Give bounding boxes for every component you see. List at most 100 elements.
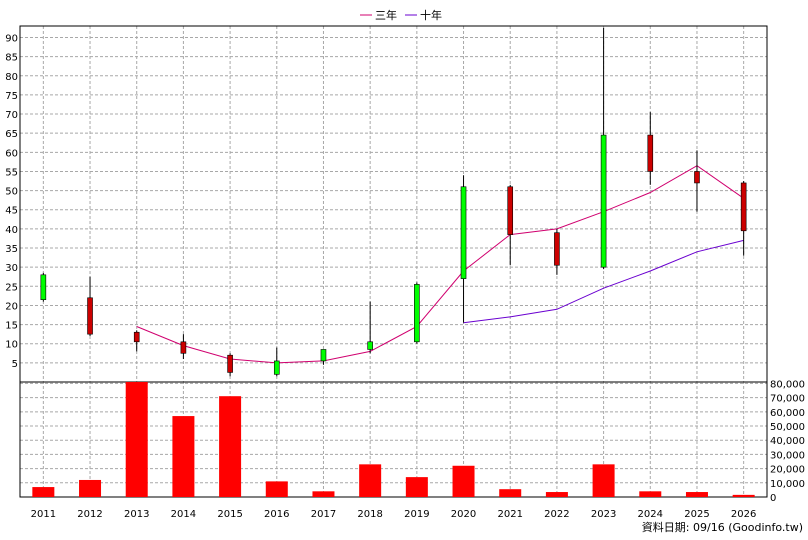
candle-body xyxy=(40,274,47,300)
volume-bar xyxy=(125,382,148,497)
candlestick xyxy=(740,181,747,256)
volume-bar xyxy=(79,479,102,497)
x-tick-label: 2019 xyxy=(404,509,429,520)
volume-bar xyxy=(639,491,662,497)
x-tick-label: 2026 xyxy=(731,509,756,520)
volume-bar xyxy=(685,492,708,497)
price-tick-label: 35 xyxy=(5,244,18,255)
candlestick xyxy=(414,282,420,344)
volume-bar xyxy=(32,487,55,497)
price-tick-label: 85 xyxy=(5,53,18,64)
source-note: 資料日期: 09/16 (Goodinfo.tw) xyxy=(642,520,803,534)
candle-body xyxy=(460,186,467,279)
volume-bar xyxy=(312,491,335,497)
volume-bar xyxy=(172,416,195,497)
candle-body xyxy=(647,134,654,172)
price-tick-label: 50 xyxy=(5,187,18,198)
x-tick-label: 2023 xyxy=(591,509,616,520)
x-tick-label: 2020 xyxy=(451,509,476,520)
candlestick xyxy=(367,301,373,354)
x-tick-label: 2013 xyxy=(124,509,149,520)
price-tick-label: 80 xyxy=(5,72,18,83)
candlestick xyxy=(554,228,560,275)
price-tick-label: 90 xyxy=(5,33,18,44)
price-tick-label: 5 xyxy=(12,359,18,370)
candle-body xyxy=(414,284,420,343)
volume-tick-label: 80,000 xyxy=(770,379,805,390)
candle-body xyxy=(554,232,560,266)
x-tick-label: 2024 xyxy=(638,509,663,520)
price-tick-label: 75 xyxy=(5,91,18,102)
x-tick-label: 2017 xyxy=(311,509,336,520)
candlestick xyxy=(227,353,233,377)
price-tick-label: 40 xyxy=(5,225,18,236)
volume-bar xyxy=(592,464,615,497)
x-tick-label: 2016 xyxy=(264,509,289,520)
candlestick xyxy=(320,349,327,365)
moving-average-lines xyxy=(136,165,744,364)
candle-body xyxy=(87,297,93,335)
volume-bar xyxy=(405,477,428,497)
volume-bar xyxy=(452,465,475,497)
x-tick-label: 2015 xyxy=(217,509,242,520)
legend: 三年 十年 xyxy=(360,8,442,22)
price-tick-label: 45 xyxy=(5,206,18,217)
candle-body xyxy=(180,341,187,354)
volume-bar xyxy=(265,481,288,497)
volume-bar xyxy=(499,489,522,497)
volume-tick-label: 50,000 xyxy=(770,422,805,433)
volume-tick-label: 10,000 xyxy=(770,479,805,490)
volume-tick-label: 20,000 xyxy=(770,465,805,476)
candlestick xyxy=(87,276,93,337)
three-year-line xyxy=(136,165,744,364)
x-tick-label: 2021 xyxy=(497,509,522,520)
x-tick-label: 2011 xyxy=(31,509,56,520)
candle-body xyxy=(740,182,747,232)
candle-body xyxy=(227,354,233,373)
ten-year-line xyxy=(463,239,744,324)
volume-bar xyxy=(359,464,382,497)
x-tick-label: 2018 xyxy=(357,509,382,520)
volume-bar xyxy=(545,492,568,497)
candle-body xyxy=(694,171,700,184)
tick-labels: 2011 2012 2013 2014 2015 2016 2017 2018 2019 2020… xyxy=(5,33,805,520)
candlestick xyxy=(460,175,467,323)
x-tick-label: 2012 xyxy=(77,509,102,520)
candlestick xyxy=(133,330,140,352)
x-tick-label: 2014 xyxy=(171,509,196,520)
candle-body xyxy=(367,341,373,350)
candlestick xyxy=(180,334,187,360)
candle-body xyxy=(320,349,327,362)
legend-three-year-label: 三年 xyxy=(375,8,397,22)
plot-frame xyxy=(19,25,768,498)
price-tick-label: 10 xyxy=(5,340,18,351)
price-tick-label: 55 xyxy=(5,167,18,178)
candlestick xyxy=(694,150,700,212)
volume-bar xyxy=(219,396,242,497)
volume-tick-label: 30,000 xyxy=(770,450,805,461)
volume-tick-label: 0 xyxy=(770,493,776,504)
price-tick-label: 25 xyxy=(5,282,18,293)
price-tick-label: 60 xyxy=(5,148,18,159)
volume-bar xyxy=(732,494,755,497)
candlestick xyxy=(273,347,280,377)
x-tick-label: 2025 xyxy=(684,509,709,520)
volume-tick-label: 70,000 xyxy=(770,394,805,405)
volume-bars xyxy=(32,382,755,497)
candlestick xyxy=(40,272,47,302)
x-tick-label: 2022 xyxy=(544,509,569,520)
legend-ten-year-label: 十年 xyxy=(420,8,442,22)
candle-body xyxy=(133,331,140,343)
candlestick xyxy=(600,27,607,270)
price-tick-label: 15 xyxy=(5,321,18,332)
candle-body xyxy=(600,134,607,268)
volume-tick-label: 40,000 xyxy=(770,436,805,447)
price-tick-label: 20 xyxy=(5,301,18,312)
volume-tick-label: 60,000 xyxy=(770,408,805,419)
candlestick xyxy=(647,112,654,185)
candlesticks xyxy=(40,27,747,377)
candle-body xyxy=(507,186,514,235)
price-tick-label: 30 xyxy=(5,263,18,274)
price-tick-label: 70 xyxy=(5,110,18,121)
